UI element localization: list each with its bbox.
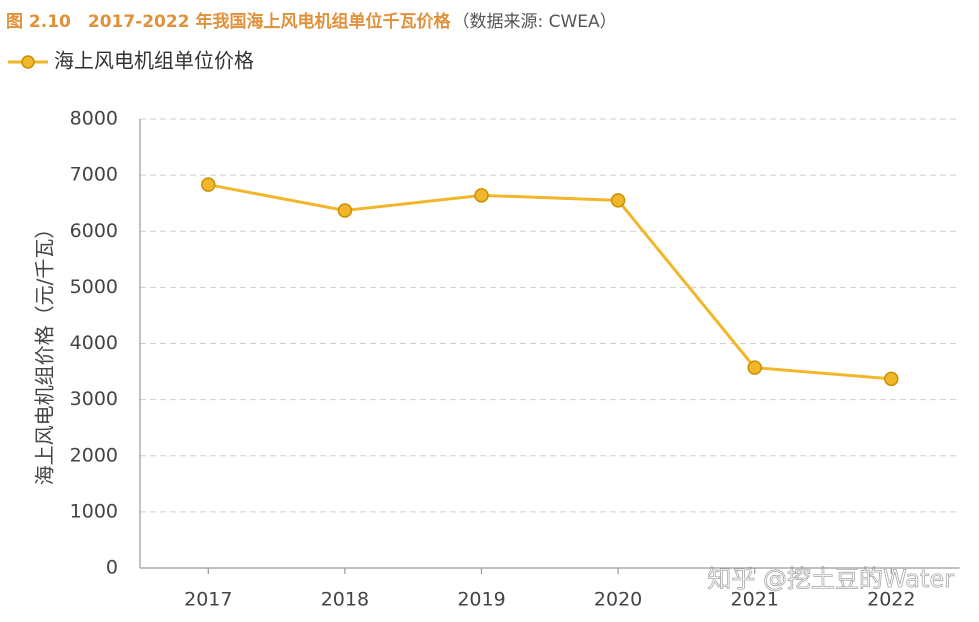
y-tick-label: 3000 bbox=[70, 388, 118, 410]
data-point bbox=[337, 203, 353, 218]
x-tick-label: 2018 bbox=[321, 589, 369, 611]
legend-label: 海上风电机组单位价格 bbox=[54, 49, 254, 73]
data-point bbox=[201, 177, 216, 192]
watermark: 知乎 @挖土豆的Water bbox=[707, 565, 954, 593]
y-tick-label: 6000 bbox=[70, 220, 118, 242]
y-axis-label: 海上风电机组价格（元/千瓦） bbox=[33, 219, 57, 486]
y-tick-label: 5000 bbox=[70, 276, 118, 298]
y-tick-label: 4000 bbox=[70, 332, 118, 354]
data-point bbox=[474, 188, 489, 203]
legend-marker bbox=[21, 55, 35, 69]
x-tick-label: 2021 bbox=[731, 589, 779, 611]
y-tick-label: 7000 bbox=[70, 164, 118, 186]
data-point bbox=[884, 371, 899, 387]
y-tick-label: 1000 bbox=[70, 500, 118, 522]
data-point bbox=[747, 360, 762, 375]
series-line bbox=[208, 183, 892, 381]
y-tick-label: 8000 bbox=[70, 108, 118, 130]
y-tick-label: 2000 bbox=[70, 444, 118, 466]
x-tick-label: 2019 bbox=[457, 589, 505, 611]
chart-title: 图 2.10 2017-2022 年我国海上风电机组单位千瓦价格 bbox=[6, 11, 451, 32]
x-tick-label: 2017 bbox=[184, 589, 232, 611]
data-point bbox=[610, 193, 626, 208]
source: （数据来源: CWEA） bbox=[452, 12, 616, 32]
x-tick-label: 2022 bbox=[867, 589, 915, 611]
x-tick-label: 2020 bbox=[594, 589, 642, 611]
y-tick-label: 0 bbox=[106, 557, 118, 579]
